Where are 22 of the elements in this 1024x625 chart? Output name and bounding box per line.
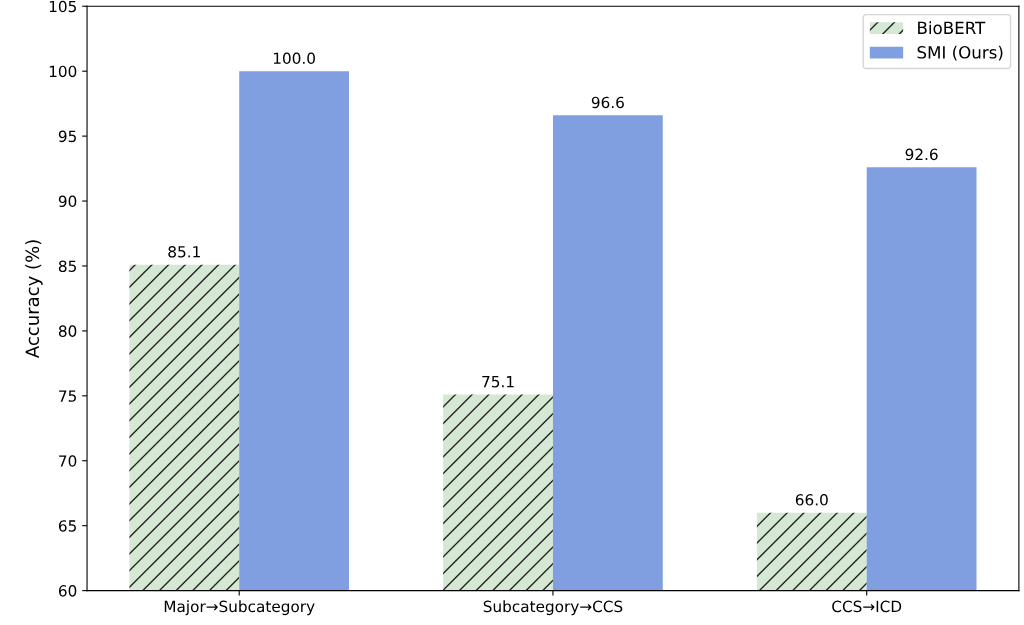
data-label: 75.1 bbox=[482, 376, 514, 388]
legend-label: BioBERT bbox=[918, 21, 986, 35]
y-tick-label: 105 bbox=[49, 0, 76, 13]
y-tick-label: 80 bbox=[58, 325, 77, 337]
y-tick-label: 75 bbox=[59, 390, 76, 402]
y-tick-label: 95 bbox=[58, 130, 76, 143]
data-label: 92.6 bbox=[905, 148, 938, 161]
y-tick-label: 70 bbox=[59, 455, 77, 467]
x-tick-label: CCS→ICD bbox=[832, 600, 902, 613]
y-tick-label: 85 bbox=[58, 260, 76, 272]
y-axis-title: Accuracy (%) bbox=[25, 240, 43, 359]
y-tick-label: 100 bbox=[49, 65, 77, 78]
y-tick-label: 65 bbox=[58, 520, 76, 532]
data-label: 85.1 bbox=[168, 245, 200, 258]
y-tick-label: 90 bbox=[58, 195, 77, 208]
y-tick-label: 60 bbox=[58, 585, 77, 597]
data-label: 96.6 bbox=[591, 96, 624, 109]
x-tick-label: Major→Subcategory bbox=[164, 600, 315, 616]
data-label: 66.0 bbox=[795, 494, 828, 506]
data-label: 100.0 bbox=[273, 52, 315, 65]
x-tick-label: Subcategory→CCS bbox=[483, 600, 623, 616]
legend-label: SMI (Ours) bbox=[917, 45, 1003, 61]
